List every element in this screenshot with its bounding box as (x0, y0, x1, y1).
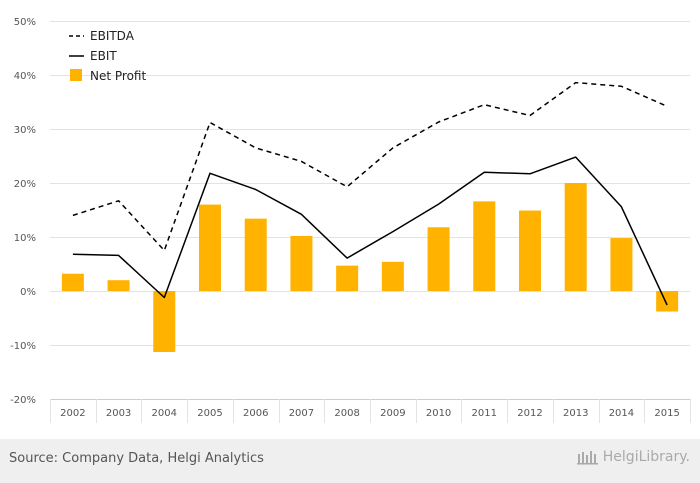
x-tick-label: 2004 (152, 408, 177, 419)
ebitda-line (72, 81, 668, 252)
source-text: Source: Company Data, Helgi Analytics (9, 451, 264, 466)
y-tick-label: 40% (14, 71, 36, 82)
legend-item: Net Profit (70, 69, 146, 83)
net-profit-bar (381, 261, 404, 291)
legend-swatch (70, 69, 82, 81)
x-tick-label: 2002 (60, 408, 85, 419)
x-tick-label: 2013 (563, 408, 588, 419)
legend-label: Net Profit (90, 69, 146, 83)
helgi-library-logo[interactable]: HelgiLibrary. (576, 449, 690, 465)
legend-item: EBITDA (69, 29, 135, 43)
legend: EBITDA EBIT Net Profit (69, 29, 146, 83)
x-tick-label: 2011 (472, 408, 497, 419)
x-tick-label: 2005 (197, 408, 222, 419)
legend-label: EBIT (90, 49, 117, 63)
x-tick-label: 2012 (517, 408, 542, 419)
y-tick-label: 0% (20, 287, 36, 298)
net-profit-bar (564, 183, 587, 291)
x-tick-label: 2010 (426, 408, 451, 419)
net-profit-bar (61, 273, 84, 291)
logo-text: HelgiLibrary. (602, 449, 690, 465)
x-tick-label: 2007 (289, 408, 314, 419)
net-profit-bar (290, 235, 313, 291)
x-tick-label: 2008 (334, 408, 359, 419)
x-tick-label: 2014 (609, 408, 634, 419)
ebit-line (72, 156, 668, 306)
library-icon (576, 451, 598, 465)
net-profit-bar (336, 265, 359, 291)
net-profit-bar (473, 201, 496, 291)
y-tick-label: 20% (14, 179, 36, 190)
line-series (72, 81, 668, 306)
y-tick-label: 10% (14, 233, 36, 244)
y-tick-label: -20% (10, 395, 36, 406)
y-axis: -20% -10% 0% 10% 20% 30% 40% 50% (10, 17, 36, 406)
net-profit-bar (610, 238, 633, 291)
net-profit-bars (61, 183, 679, 353)
x-tick-label: 2003 (106, 408, 131, 419)
x-axis: 2002 2003 2004 2005 2006 2007 2008 2009 2010 2011… (50, 399, 691, 423)
net-profit-bar (427, 227, 450, 291)
legend-item: EBIT (69, 49, 117, 63)
y-tick-label: 50% (14, 17, 36, 28)
x-tick-label: 2009 (380, 408, 405, 419)
net-profit-bar (519, 210, 541, 291)
y-tick-label: 30% (14, 125, 36, 136)
net-profit-bar (153, 291, 176, 353)
legend-label: EBITDA (90, 29, 135, 43)
net-profit-bar (244, 218, 267, 291)
net-profit-bar (199, 204, 221, 291)
x-tick-label: 2015 (654, 408, 679, 419)
footer: Source: Company Data, Helgi Analytics He… (0, 439, 700, 483)
net-profit-bar (107, 280, 130, 291)
x-tick-label: 2006 (243, 408, 268, 419)
net-profit-bar (656, 291, 679, 312)
chart: -20%-10%0%10%20%30%40%50% 2002 2003 2004 20… (10, 17, 691, 423)
y-tick-label: -10% (10, 341, 36, 352)
